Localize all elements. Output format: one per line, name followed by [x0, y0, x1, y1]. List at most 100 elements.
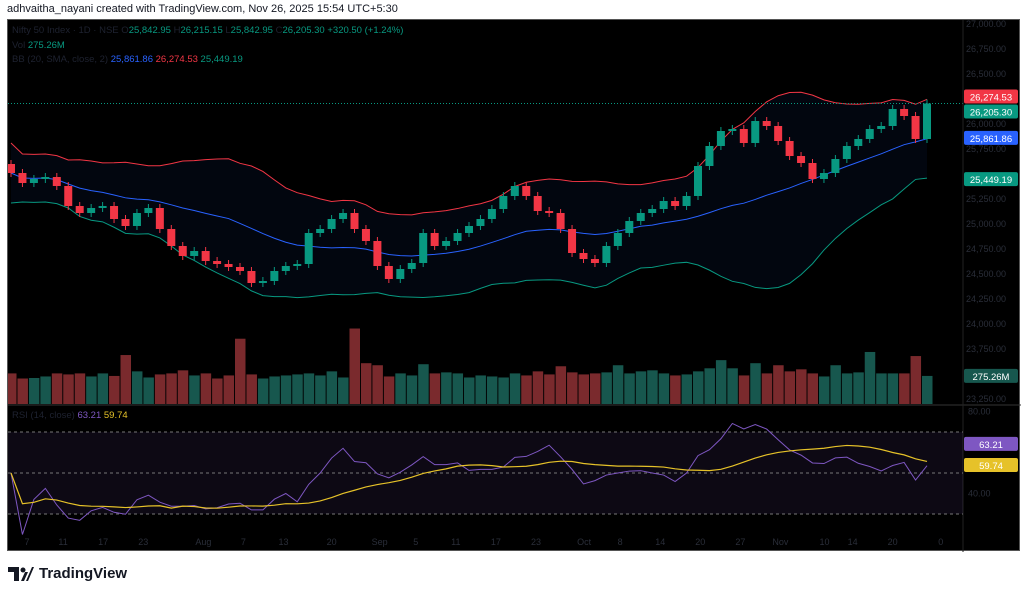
- candle-body: [659, 201, 668, 209]
- volume-bar: [200, 373, 212, 404]
- candle-body: [499, 196, 508, 209]
- rsi-label[interactable]: RSI (14, close): [12, 410, 75, 421]
- volume-bar: [876, 373, 887, 404]
- volume-bar: [246, 374, 257, 404]
- volume-bar: [910, 356, 922, 404]
- volume-bar: [807, 373, 818, 404]
- volume-bar: [887, 373, 899, 404]
- candle-body: [602, 246, 611, 263]
- volume-bar: [131, 371, 143, 404]
- candle-body: [533, 196, 542, 211]
- volume-bar: [693, 371, 704, 404]
- volume-bar: [120, 355, 131, 404]
- tradingview-logo[interactable]: TradingView: [8, 565, 127, 582]
- volume-bar: [154, 374, 166, 404]
- price-tick-label: 25,750.00: [966, 144, 1006, 154]
- volume-bar: [899, 373, 910, 404]
- candle-body: [201, 251, 210, 261]
- time-tick-label: Oct: [577, 537, 592, 547]
- volume-bar: [269, 376, 280, 404]
- candle-body: [121, 219, 130, 226]
- candle-body: [842, 146, 851, 159]
- candle-body: [556, 213, 565, 229]
- price-tick-label: 24,250.00: [966, 294, 1006, 304]
- close-label: C: [275, 25, 283, 36]
- time-tick-label: 20: [888, 537, 898, 547]
- chart-area[interactable]: 27,000.00 26,750.00 26,500.00 26,000.00 25,7…: [7, 19, 1021, 552]
- candle-body: [361, 229, 370, 241]
- volume-bar: [658, 373, 670, 404]
- price-label: 26,274.53: [970, 93, 1012, 104]
- candle-body: [854, 139, 863, 146]
- volume-bar: [257, 378, 269, 404]
- volume-bar: [280, 375, 292, 404]
- time-tick-label: Sep: [372, 537, 388, 547]
- candle-body: [453, 233, 462, 241]
- candle-body: [396, 269, 405, 279]
- candle-body: [545, 211, 554, 213]
- volume-bar: [727, 368, 738, 404]
- candle-body: [8, 164, 15, 173]
- candle-body: [178, 246, 187, 256]
- rsi-price-label-bg: [964, 436, 1018, 451]
- candle-body: [52, 177, 61, 186]
- volume-bar: [372, 365, 383, 404]
- candle-body: [430, 233, 439, 246]
- candle-body: [762, 121, 771, 126]
- volume-bar: [418, 364, 429, 404]
- volume-bar: [28, 377, 40, 404]
- candle-body: [510, 186, 519, 196]
- candle-body: [648, 209, 657, 213]
- high-value: 26,215.15: [180, 25, 223, 36]
- candle-body: [293, 264, 302, 266]
- ohlc-row: Nifty 50 Index · 1D · NSE O25,842.95 H26…: [12, 24, 403, 39]
- symbol-label[interactable]: Nifty 50 Index · 1D · NSE: [12, 25, 119, 36]
- candle-body: [694, 166, 702, 196]
- candle-body: [671, 201, 680, 206]
- candle-body: [110, 206, 119, 219]
- candle-body: [281, 266, 290, 271]
- volume-bar: [830, 365, 841, 404]
- low-value: 25,842.95: [230, 25, 273, 36]
- volume-bar: [738, 375, 750, 404]
- time-tick-label: 14: [655, 537, 665, 547]
- time-tick-label: 11: [451, 537, 460, 547]
- price-label-bg: [964, 89, 1018, 104]
- volume-bar: [349, 328, 360, 404]
- volume-bar: [223, 375, 235, 404]
- volume-label: 275.26M: [973, 372, 1010, 383]
- candle-body: [144, 208, 153, 213]
- volume-bar: [796, 369, 807, 404]
- volume-bar: [853, 372, 864, 404]
- volume-bar: [704, 368, 715, 404]
- volume-bar: [589, 373, 601, 404]
- candle-body: [797, 156, 806, 163]
- candle-body: [728, 129, 737, 131]
- bb-label[interactable]: BB (20, SMA, close, 2): [12, 54, 109, 65]
- chart-canvas[interactable]: 27,000.00 26,750.00 26,500.00 26,000.00 25,7…: [8, 20, 1021, 552]
- rsi-price-label: 63.21: [979, 440, 1003, 451]
- candle-body: [751, 121, 760, 143]
- candle-body: [213, 261, 222, 264]
- volume-bar: [303, 373, 315, 404]
- volume-bar: [670, 375, 681, 404]
- volume-bar: [715, 360, 727, 404]
- bb-basis-line: [10, 138, 928, 257]
- volume-bar: [338, 377, 349, 404]
- time-tick-label: 10: [820, 537, 830, 547]
- volume-bar: [395, 373, 406, 404]
- price-tick-label: 25,000.00: [966, 219, 1006, 229]
- time-tick-label: 8: [618, 537, 623, 547]
- chart-caption: adhvaitha_nayani created with TradingVie…: [7, 3, 398, 15]
- candle-body: [64, 186, 73, 206]
- candle-body: [350, 213, 359, 229]
- rsi-ma-line: [10, 444, 928, 509]
- brand-name: TradingView: [39, 565, 128, 582]
- time-tick-label: 27: [735, 537, 745, 547]
- rsi-line: [10, 422, 928, 535]
- volume-bar: [97, 373, 109, 404]
- volume-bar: [360, 363, 372, 404]
- volume-row: Vol 275.26M: [12, 39, 403, 54]
- volume-label[interactable]: Vol: [12, 39, 26, 51]
- time-tick-label: 0: [938, 537, 943, 547]
